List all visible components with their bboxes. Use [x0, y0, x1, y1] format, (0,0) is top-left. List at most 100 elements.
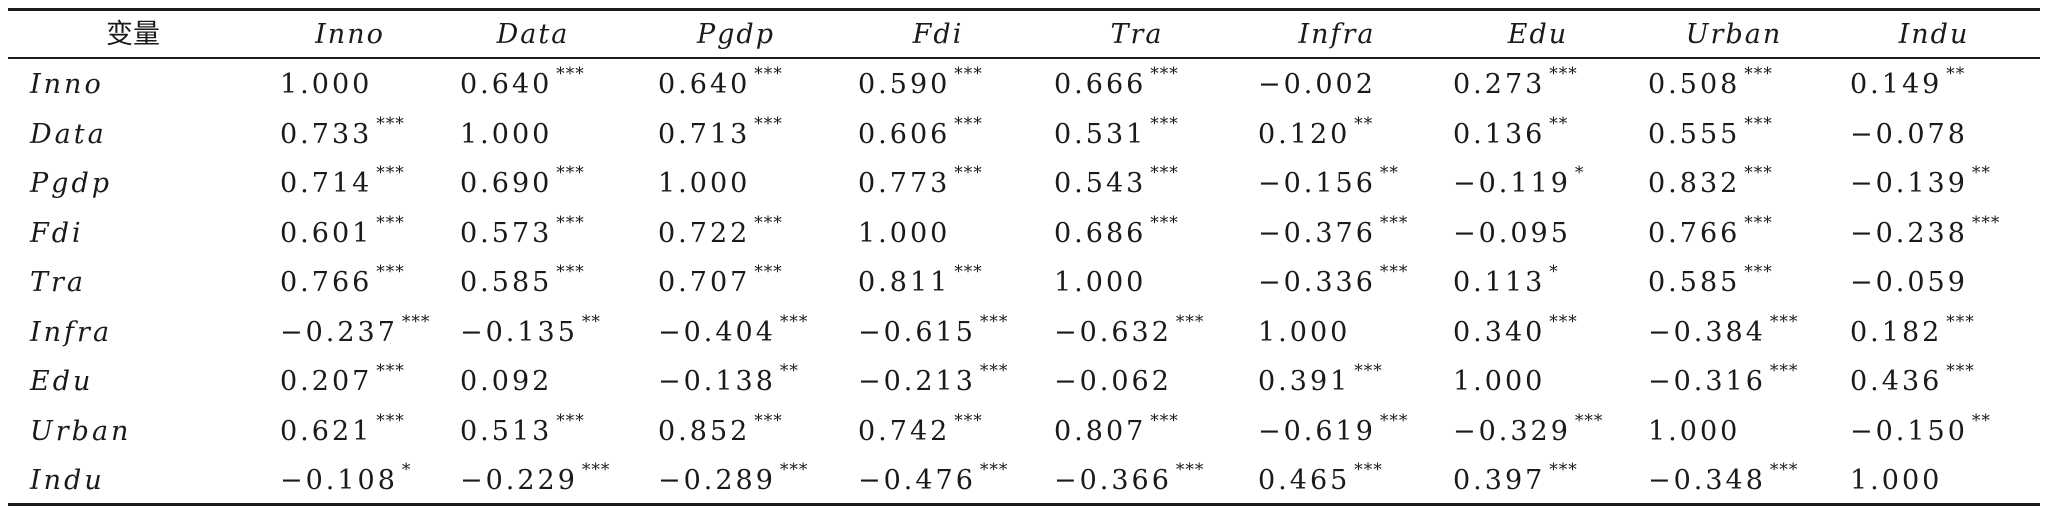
table-cell: −0.237 ***	[280, 308, 430, 358]
cell-value: 0.640	[460, 69, 553, 100]
table-cell: 0.136 **	[1453, 110, 1568, 160]
cell-value: −0.237	[280, 316, 398, 348]
cell-value: 0.722	[658, 217, 751, 249]
table-cell: 0.585 ***	[1648, 258, 1773, 308]
significance-stars: *	[401, 460, 412, 480]
table-cell: −0.156 **	[1258, 159, 1399, 209]
cell-value: 0.773	[858, 168, 951, 199]
table-cell: 0.391 ***	[1258, 357, 1383, 407]
significance-stars: ***	[1175, 311, 1205, 332]
table-cell: 0.273 ***	[1453, 60, 1578, 110]
table-cell: 0.666 ***	[1054, 60, 1179, 110]
table-cell: −0.348 ***	[1648, 456, 1798, 506]
table-cell: 0.436 ***	[1850, 357, 1975, 407]
table-cell: 0.573 ***	[460, 209, 585, 259]
significance-stars: **	[779, 361, 799, 381]
cell-value: 1.000	[1453, 366, 1546, 397]
significance-stars: ***	[1744, 113, 1773, 134]
significance-stars: *	[1549, 262, 1559, 282]
significance-stars: ***	[1769, 460, 1799, 480]
significance-stars: ***	[1150, 410, 1179, 431]
significance-stars: ***	[1946, 361, 1975, 381]
table-cell: 0.640 ***	[658, 60, 783, 110]
table-cell: 0.113 *	[1453, 258, 1559, 308]
table-cell: 1.000	[460, 110, 552, 160]
cell-value: −0.078	[1850, 118, 1968, 150]
significance-stars: ***	[979, 460, 1009, 480]
cell-value: 1.000	[280, 69, 373, 100]
cell-value: 0.832	[1648, 168, 1741, 199]
significance-stars: ***	[754, 212, 783, 233]
significance-stars: ***	[376, 410, 405, 431]
cell-value: −0.366	[1054, 465, 1172, 496]
table-cell: 1.000	[1258, 308, 1350, 358]
cell-value: 0.508	[1648, 69, 1741, 100]
cell-value: 0.513	[460, 415, 553, 447]
table-cell: 0.690 ***	[460, 159, 585, 209]
cell-value: 0.811	[858, 267, 951, 298]
table-cell: 0.092	[460, 357, 552, 407]
table-cell: 0.766 ***	[1648, 209, 1773, 259]
cell-value: −0.336	[1258, 267, 1376, 298]
row-label-fdi: Fdi	[30, 217, 84, 249]
cell-value: 0.207	[280, 366, 373, 397]
table-cell: 0.766 ***	[280, 258, 405, 308]
significance-stars: ***	[954, 410, 983, 431]
table-cell: −0.476 ***	[858, 456, 1008, 506]
table-cell: 0.733 ***	[280, 110, 405, 160]
significance-stars: ***	[1574, 410, 1604, 431]
cell-value: −0.329	[1453, 415, 1571, 447]
row-label-infra: Infra	[30, 316, 113, 348]
table-cell: 0.742 ***	[858, 407, 983, 457]
significance-stars: ***	[954, 163, 983, 183]
cell-value: 0.436	[1850, 366, 1943, 397]
table-cell: 0.686 ***	[1054, 209, 1179, 259]
cell-value: 1.000	[1258, 316, 1351, 348]
table-cell: −0.404 ***	[658, 308, 808, 358]
table-cell: −0.289 ***	[658, 456, 808, 506]
table-cell: 0.621 ***	[280, 407, 405, 457]
significance-stars: ***	[979, 311, 1009, 332]
cell-value: 0.092	[460, 366, 553, 397]
cell-value: −0.119	[1453, 168, 1571, 199]
significance-stars: ***	[979, 361, 1009, 381]
significance-stars: ***	[1379, 410, 1409, 431]
table-cell: 1.000	[858, 209, 950, 259]
significance-stars: ***	[1354, 460, 1383, 480]
cell-value: 1.000	[1648, 415, 1741, 447]
table-cell: 0.555 ***	[1648, 110, 1773, 160]
cell-value: 0.391	[1258, 366, 1351, 397]
significance-stars: ***	[754, 64, 783, 84]
significance-stars: ***	[556, 64, 585, 84]
cell-value: 0.686	[1054, 217, 1147, 249]
table-cell: 0.601 ***	[280, 209, 405, 259]
cell-value: 0.766	[1648, 217, 1741, 249]
cell-value: −0.348	[1648, 465, 1766, 496]
header-urban: Urban	[1685, 19, 1783, 50]
header-indu: Indu	[1898, 19, 1970, 50]
significance-stars: **	[1971, 163, 1991, 183]
significance-stars: ***	[954, 64, 983, 84]
significance-stars: ***	[954, 262, 983, 282]
significance-stars: **	[1549, 113, 1569, 134]
significance-stars: ***	[401, 311, 431, 332]
table-cell: 0.713 ***	[658, 110, 783, 160]
cell-value: 0.531	[1054, 118, 1147, 150]
cell-value: 0.465	[1258, 465, 1351, 496]
table-cell: 0.508 ***	[1648, 60, 1773, 110]
table-cell: 1.000	[1054, 258, 1146, 308]
cell-value: 0.640	[658, 69, 751, 100]
significance-stars: **	[1354, 113, 1374, 134]
cell-value: −0.108	[280, 465, 398, 496]
cell-value: 1.000	[658, 168, 751, 199]
header-data: Data	[496, 19, 570, 50]
cell-value: 0.714	[280, 168, 373, 199]
cell-value: −0.138	[658, 366, 776, 397]
row-label-urban: Urban	[30, 415, 132, 447]
cell-value: 0.543	[1054, 168, 1147, 199]
cell-value: −0.615	[858, 316, 976, 348]
significance-stars: ***	[376, 163, 405, 183]
table-cell: −0.078	[1850, 110, 1968, 160]
table-cell: 0.640 ***	[460, 60, 585, 110]
significance-stars: ***	[754, 410, 783, 431]
